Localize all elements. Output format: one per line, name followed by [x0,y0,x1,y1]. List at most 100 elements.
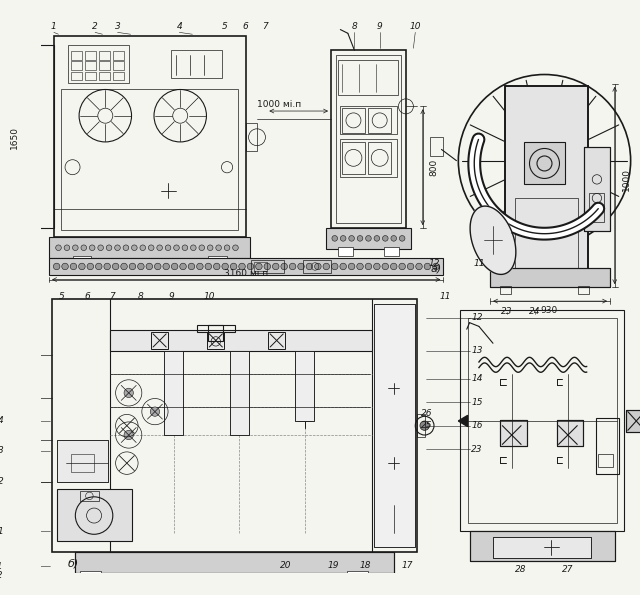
Bar [339,60,399,95]
Circle shape [72,245,78,250]
Circle shape [390,263,397,270]
Circle shape [407,263,414,270]
Bar [515,198,578,273]
Bar [230,350,248,435]
Circle shape [104,263,111,270]
Text: 10: 10 [410,22,421,32]
Text: 10: 10 [204,292,215,301]
Text: 23: 23 [472,444,483,453]
Circle shape [157,245,163,250]
Circle shape [199,245,205,250]
Bar [113,72,124,80]
Bar [28,167,37,186]
Bar [335,55,401,223]
Bar [28,125,37,144]
Circle shape [53,263,60,270]
Bar [342,108,365,133]
Circle shape [150,407,159,416]
Bar [252,260,284,273]
Circle shape [79,263,85,270]
Circle shape [298,263,304,270]
Bar [230,350,248,435]
Circle shape [191,245,196,250]
Bar [70,72,82,80]
Bar [68,45,129,83]
Bar [584,146,610,231]
Text: 26: 26 [420,409,432,418]
Text: 6: 6 [242,22,248,32]
Text: 9: 9 [169,292,175,301]
Circle shape [165,245,171,250]
Bar [113,61,124,70]
Text: 17: 17 [402,560,413,569]
Bar [70,61,82,70]
Circle shape [315,263,321,270]
Polygon shape [458,415,468,427]
Circle shape [205,263,212,270]
Circle shape [540,156,549,165]
Bar [28,200,37,219]
Bar [76,552,394,572]
Circle shape [224,245,230,250]
Circle shape [230,263,237,270]
Circle shape [64,245,70,250]
Bar [347,571,367,580]
Circle shape [416,263,422,270]
Bar [596,418,620,474]
Bar [626,410,640,432]
Bar [70,454,94,472]
Circle shape [216,245,221,250]
Circle shape [132,245,137,250]
Circle shape [180,263,186,270]
Text: 28: 28 [515,565,527,574]
Text: 22: 22 [0,571,3,580]
Bar [208,256,227,265]
Bar [340,139,397,177]
Bar [493,537,591,558]
Circle shape [374,263,380,270]
Bar [505,86,588,283]
Circle shape [146,263,152,270]
Circle shape [95,263,102,270]
Bar [171,50,222,79]
Text: 21: 21 [0,562,3,571]
Bar [80,491,99,500]
Circle shape [233,245,238,250]
Bar [52,299,417,552]
Bar [99,51,110,60]
Bar [589,193,604,221]
Text: 12: 12 [428,259,440,268]
Bar [500,420,527,446]
Circle shape [140,245,145,250]
Circle shape [281,263,287,270]
Text: 20: 20 [280,560,292,569]
Bar [490,268,610,287]
Circle shape [113,263,119,270]
Circle shape [399,236,405,241]
Bar [76,552,394,572]
Text: 2: 2 [92,22,98,32]
Text: 1000 мі.п: 1000 мі.п [257,100,301,109]
Bar [578,286,589,293]
Bar [468,318,616,523]
Bar [296,350,314,421]
Bar [369,108,391,133]
Circle shape [348,263,355,270]
Bar [99,72,110,80]
Circle shape [87,263,93,270]
Text: б): б) [68,558,79,568]
Circle shape [273,263,279,270]
Circle shape [121,263,127,270]
Circle shape [399,263,405,270]
Text: 15: 15 [472,397,483,407]
Circle shape [214,263,220,270]
Bar [99,61,110,70]
Bar [110,330,372,350]
Circle shape [98,245,104,250]
Bar [56,440,108,482]
Circle shape [239,263,245,270]
Text: 11: 11 [473,259,484,268]
Text: а): а) [430,264,442,273]
Bar [500,286,511,293]
Circle shape [182,245,188,250]
